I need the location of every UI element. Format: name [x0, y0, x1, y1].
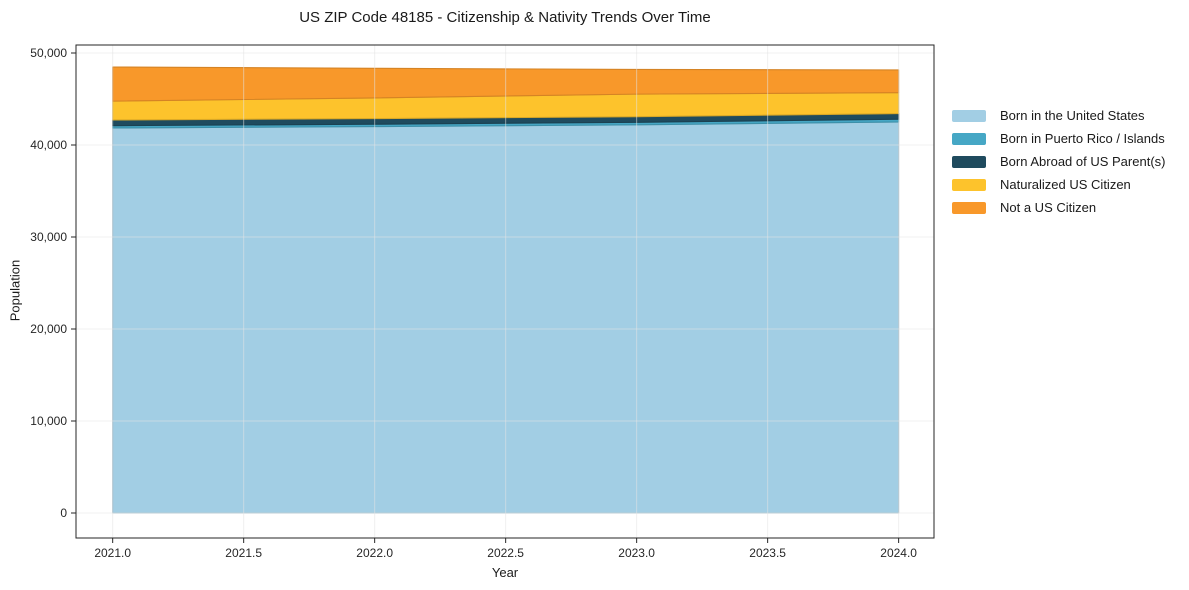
legend-label: Born in Puerto Rico / Islands: [1000, 131, 1165, 146]
x-axis-title: Year: [491, 565, 519, 580]
axes-spines: [75, 44, 935, 539]
legend-item: Born in the United States: [952, 104, 1165, 127]
y-tick-label: 0: [60, 506, 67, 520]
legend-item: Naturalized US Citizen: [952, 173, 1165, 196]
legend-swatch: [952, 155, 986, 168]
x-tick-label: 2022.5: [487, 546, 524, 560]
legend-swatch: [952, 178, 986, 191]
y-tick-label: 50,000: [30, 46, 67, 60]
legend-item: Born in Puerto Rico / Islands: [952, 127, 1165, 150]
legend-label: Naturalized US Citizen: [1000, 177, 1131, 192]
x-tick-label: 2024.0: [880, 546, 917, 560]
legend-item: Not a US Citizen: [952, 196, 1165, 219]
legend-swatch: [952, 109, 986, 122]
x-tick-label: 2023.5: [749, 546, 786, 560]
legend-label: Born Abroad of US Parent(s): [1000, 154, 1166, 169]
legend-swatch: [952, 132, 986, 145]
y-tick-label: 40,000: [30, 138, 67, 152]
legend-label: Born in the United States: [1000, 108, 1145, 123]
x-tick-label: 2021.0: [94, 546, 132, 560]
chart-title: US ZIP Code 48185 - Citizenship & Nativi…: [299, 9, 711, 26]
x-tick-label: 2022.0: [356, 546, 393, 560]
legend: Born in the United States Born in Puerto …: [952, 104, 1165, 219]
legend-swatch: [952, 201, 986, 214]
y-tick-label: 20,000: [30, 322, 67, 336]
x-tick-label: 2021.5: [225, 546, 262, 560]
legend-label: Not a US Citizen: [1000, 200, 1097, 215]
legend-item: Born Abroad of US Parent(s): [952, 150, 1165, 173]
y-tick-label: 30,000: [30, 230, 67, 244]
x-tick-label: 2023.0: [618, 546, 655, 560]
y-axis-title: Population: [7, 259, 23, 322]
y-tick-label: 10,000: [30, 414, 67, 428]
